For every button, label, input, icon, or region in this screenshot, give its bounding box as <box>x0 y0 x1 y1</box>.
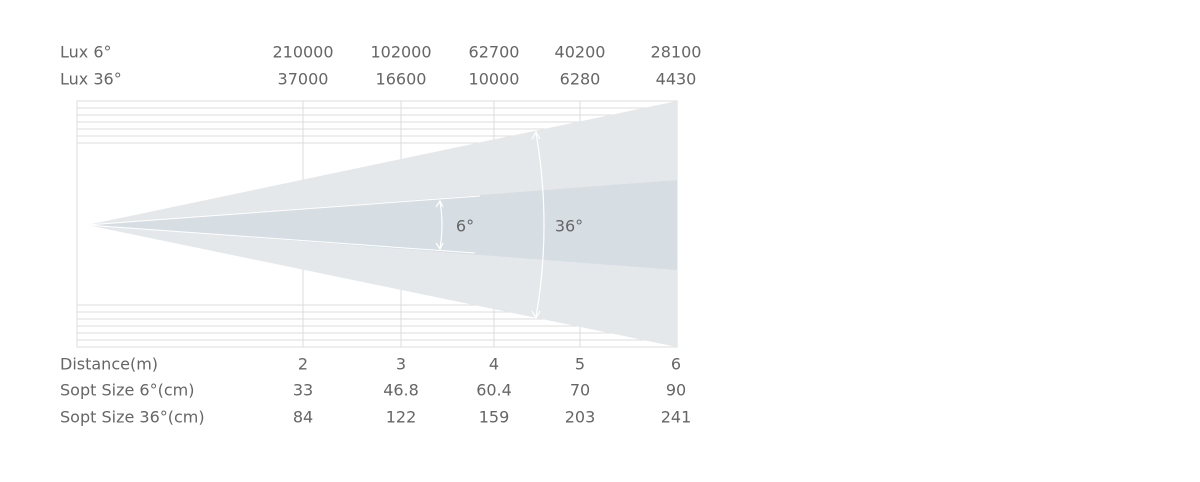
cell: 16600 <box>376 70 427 89</box>
cell: 241 <box>661 408 692 427</box>
cell: 40200 <box>555 43 606 62</box>
row-label: Lux 6° <box>60 43 112 62</box>
cell: 6 <box>671 355 681 374</box>
cell: 46.8 <box>383 381 419 400</box>
beam-label: 6° <box>456 217 474 236</box>
beam-edge <box>86 195 481 226</box>
cell: 90 <box>666 381 686 400</box>
angle-arrows <box>435 130 545 320</box>
row-label: Sopt Size 36°(cm) <box>60 408 205 427</box>
cell: 62700 <box>469 43 520 62</box>
beam-edge <box>86 224 476 254</box>
cell: 203 <box>565 408 596 427</box>
cell: 60.4 <box>476 381 512 400</box>
row-label: Lux 36° <box>60 70 122 89</box>
row-label: Sopt Size 6°(cm) <box>60 381 194 400</box>
cell: 4 <box>489 355 499 374</box>
cell: 84 <box>293 408 313 427</box>
row-label: Distance(m) <box>60 355 158 374</box>
beam-6 <box>87 180 677 270</box>
cell: 6280 <box>560 70 601 89</box>
cell: 3 <box>396 355 406 374</box>
cell: 102000 <box>370 43 431 62</box>
cell: 28100 <box>651 43 702 62</box>
cell: 2 <box>298 355 308 374</box>
cell: 122 <box>386 408 417 427</box>
cell: 10000 <box>469 70 520 89</box>
cell: 5 <box>575 355 585 374</box>
cell: 70 <box>570 381 590 400</box>
cell: 159 <box>479 408 510 427</box>
beam-label: 36° <box>555 217 583 236</box>
cell: 210000 <box>272 43 333 62</box>
cell: 37000 <box>278 70 329 89</box>
cell: 33 <box>293 381 313 400</box>
cell: 4430 <box>656 70 697 89</box>
